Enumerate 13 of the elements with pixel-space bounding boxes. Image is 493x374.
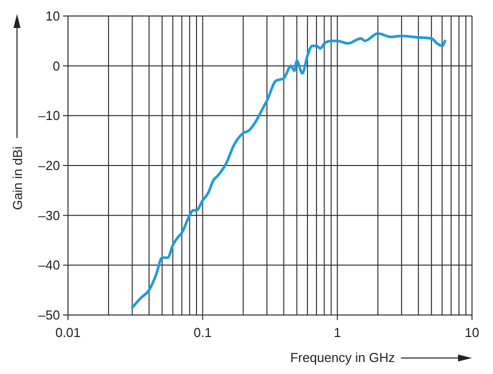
y-tick-label: 0	[52, 58, 60, 74]
y-tick-label: –30	[38, 208, 60, 223]
y-tick-label: 10	[46, 8, 60, 24]
x-tick-label: 0.01	[55, 325, 81, 340]
x-axis-title: Frequency in GHz	[290, 350, 395, 365]
y-tick-label: –20	[38, 158, 60, 173]
y-axis-title: Gain in dBi	[10, 146, 25, 210]
y-tick-label: –40	[38, 258, 60, 273]
x-tick-label: 1	[334, 325, 341, 340]
y-tick-label: –10	[38, 108, 60, 124]
y-tick-label: –50	[38, 308, 60, 322]
x-tick-label: 10	[464, 325, 480, 340]
x-tick-label: 0.1	[194, 325, 212, 340]
